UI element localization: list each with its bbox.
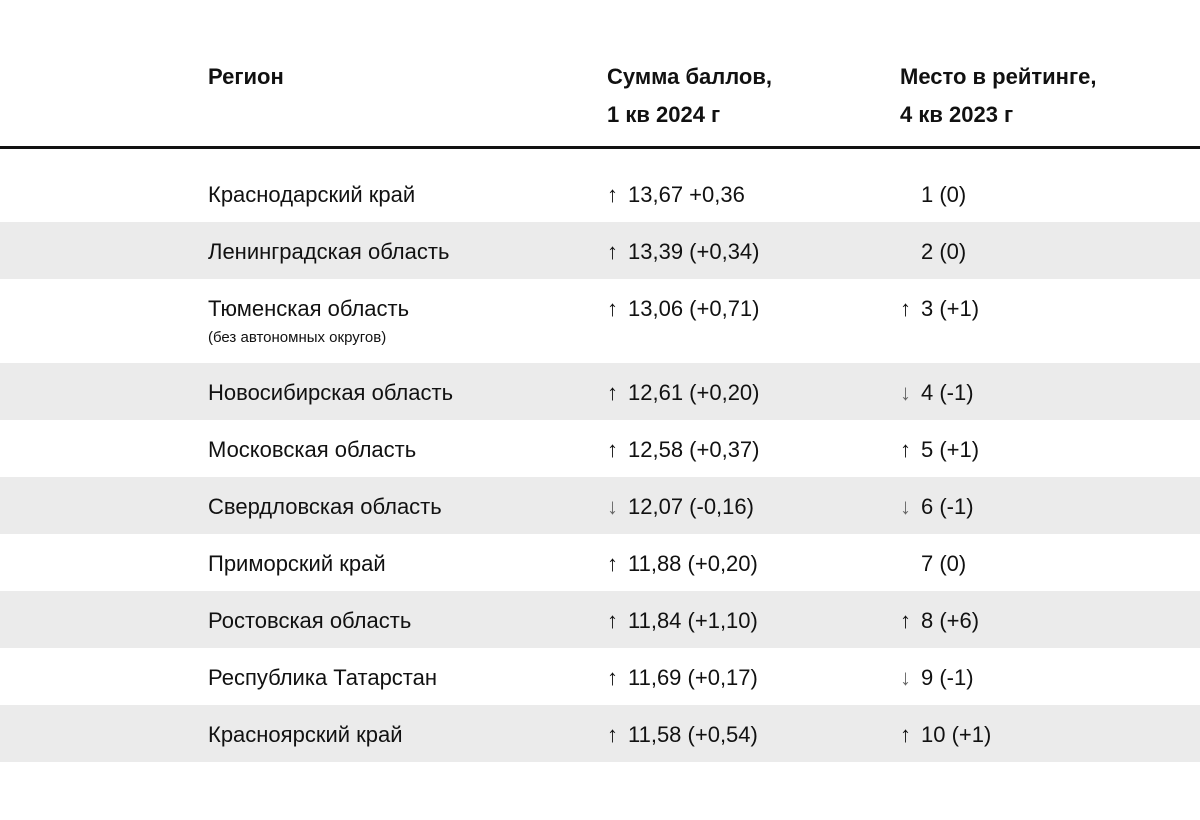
rank-value: 6 (-1) (921, 494, 974, 519)
arrow-down-icon: ↓ (900, 380, 911, 405)
arrow-up-icon: ↑ (607, 296, 618, 321)
arrow-up-icon: ↑ (607, 182, 618, 207)
score-cell: ↑ 12,61 (+0,20) (607, 379, 759, 407)
region-cell: Свердловская область (208, 493, 442, 521)
region-cell: Красноярский край (208, 721, 403, 749)
arrow-up-icon: ↑ (607, 380, 618, 405)
score-value: 12,61 (+0,20) (628, 380, 760, 405)
score-cell: ↑ 13,67 +0,36 (607, 181, 745, 209)
rank-cell: ↓ 6 (-1) (900, 493, 974, 521)
arrow-down-icon: ↓ (900, 665, 911, 690)
region-cell: Ленинградская область (208, 238, 449, 266)
rank-value: 7 (0) (921, 551, 967, 576)
table-row: Ленинградская область ↑ 13,39 (+0,34) 2 (0) (0, 222, 1200, 279)
table-row: Краснодарский край ↑ 13,67 +0,36 1 (0) (0, 165, 1200, 222)
region-cell: Приморский край (208, 550, 386, 578)
rank-cell: ↓ 9 (-1) (900, 664, 974, 692)
arrow-up-icon: ↑ (607, 665, 618, 690)
arrow-up-icon: ↑ (900, 296, 911, 321)
arrow-up-icon: ↑ (607, 551, 618, 576)
score-value: 12,58 (+0,37) (628, 437, 760, 462)
rank-cell: 7 (0) (900, 550, 966, 578)
arrow-up-icon: ↑ (900, 437, 911, 462)
column-header-rank-line1: Место в рейтинге, (900, 64, 1097, 89)
rank-cell: ↓ 4 (-1) (900, 379, 974, 407)
score-cell: ↑ 11,69 (+0,17) (607, 664, 758, 692)
region-cell: Краснодарский край (208, 181, 415, 209)
score-value: 13,39 (+0,34) (628, 239, 760, 264)
column-header-score-line1: Сумма баллов, (607, 64, 772, 89)
region-name: Новосибирская область (208, 380, 454, 405)
header-divider (0, 146, 1200, 149)
score-cell: ↑ 11,84 (+1,10) (607, 607, 758, 635)
region-name: Ростовская область (208, 608, 412, 633)
table-row: Тюменская область (без автономных округов… (0, 279, 1200, 363)
score-value: 11,84 (+1,10) (628, 608, 758, 633)
rank-value: 9 (-1) (921, 665, 974, 690)
rank-cell: 1 (0) (900, 181, 966, 209)
score-value: 11,58 (+0,54) (628, 722, 758, 747)
region-name: Свердловская область (208, 494, 442, 519)
region-name: Краснодарский край (208, 182, 416, 207)
region-name: Красноярский край (208, 722, 403, 747)
region-name: Республика Татарстан (208, 665, 438, 690)
score-cell: ↑ 11,88 (+0,20) (607, 550, 758, 578)
arrow-up-icon: ↑ (900, 722, 911, 747)
region-name: Тюменская область (208, 296, 410, 321)
score-cell: ↑ 11,58 (+0,54) (607, 721, 758, 749)
score-cell: ↑ 13,39 (+0,34) (607, 238, 759, 266)
score-value: 12,07 (-0,16) (628, 494, 754, 519)
region-name: Ленинградская область (208, 239, 450, 264)
rank-cell: ↑ 8 (+6) (900, 607, 979, 635)
rank-value: 3 (+1) (921, 296, 980, 321)
rank-cell: ↑ 10 (+1) (900, 721, 991, 749)
rank-value: 8 (+6) (921, 608, 980, 633)
table-row: Свердловская область ↓ 12,07 (-0,16) ↓ 6 (-1… (0, 477, 1200, 534)
column-header-score: Сумма баллов, 1 кв 2024 г (607, 58, 772, 134)
score-cell: ↑ 12,58 (+0,37) (607, 436, 759, 464)
score-value: 11,88 (+0,20) (628, 551, 758, 576)
region-cell: Тюменская область (без автономных округов… (208, 295, 409, 348)
rank-cell: 2 (0) (900, 238, 966, 266)
region-note: (без автономных округов) (208, 329, 387, 346)
score-value: 13,67 +0,36 (628, 182, 745, 207)
ranking-table: Краснодарский край ↑ 13,67 +0,36 1 (0) Ленин… (0, 165, 1200, 762)
column-header-region: Регион (208, 58, 284, 96)
score-value: 13,06 (+0,71) (628, 296, 760, 321)
rank-value: 10 (+1) (921, 722, 992, 747)
score-cell: ↓ 12,07 (-0,16) (607, 493, 754, 521)
column-header-rank-line2: 4 кв 2023 г (900, 102, 1014, 127)
column-header-region-label: Регион (208, 64, 284, 89)
table-row: Республика Татарстан ↑ 11,69 (+0,17) ↓ 9 (-1… (0, 648, 1200, 705)
arrow-up-icon: ↑ (607, 608, 618, 633)
region-cell: Республика Татарстан (208, 664, 437, 692)
table-row: Новосибирская область ↑ 12,61 (+0,20) ↓ 4 (-… (0, 363, 1200, 420)
arrow-down-icon: ↓ (607, 494, 618, 519)
column-header-score-line2: 1 кв 2024 г (607, 102, 721, 127)
rank-value: 4 (-1) (921, 380, 974, 405)
rank-cell: ↑ 3 (+1) (900, 295, 979, 323)
table-row: Московская область ↑ 12,58 (+0,37) ↑ 5 (+1) (0, 420, 1200, 477)
region-name: Московская область (208, 437, 417, 462)
column-header-rank: Место в рейтинге, 4 кв 2023 г (900, 58, 1096, 134)
arrow-up-icon: ↑ (900, 608, 911, 633)
score-cell: ↑ 13,06 (+0,71) (607, 295, 759, 323)
rank-cell: ↑ 5 (+1) (900, 436, 979, 464)
table-row: Ростовская область ↑ 11,84 (+1,10) ↑ 8 (+6) (0, 591, 1200, 648)
arrow-up-icon: ↑ (607, 437, 618, 462)
table-row: Красноярский край ↑ 11,58 (+0,54) ↑ 10 (+1) (0, 705, 1200, 762)
region-cell: Новосибирская область (208, 379, 453, 407)
region-cell: Московская область (208, 436, 416, 464)
arrow-down-icon: ↓ (900, 494, 911, 519)
region-name: Приморский край (208, 551, 386, 576)
score-value: 11,69 (+0,17) (628, 665, 758, 690)
rank-value: 1 (0) (921, 182, 967, 207)
arrow-up-icon: ↑ (607, 722, 618, 747)
region-cell: Ростовская область (208, 607, 411, 635)
table-row: Приморский край ↑ 11,88 (+0,20) 7 (0) (0, 534, 1200, 591)
rank-value: 2 (0) (921, 239, 967, 264)
arrow-up-icon: ↑ (607, 239, 618, 264)
table-header: Регион Сумма баллов, 1 кв 2024 г Место в… (0, 0, 1200, 146)
rank-value: 5 (+1) (921, 437, 980, 462)
